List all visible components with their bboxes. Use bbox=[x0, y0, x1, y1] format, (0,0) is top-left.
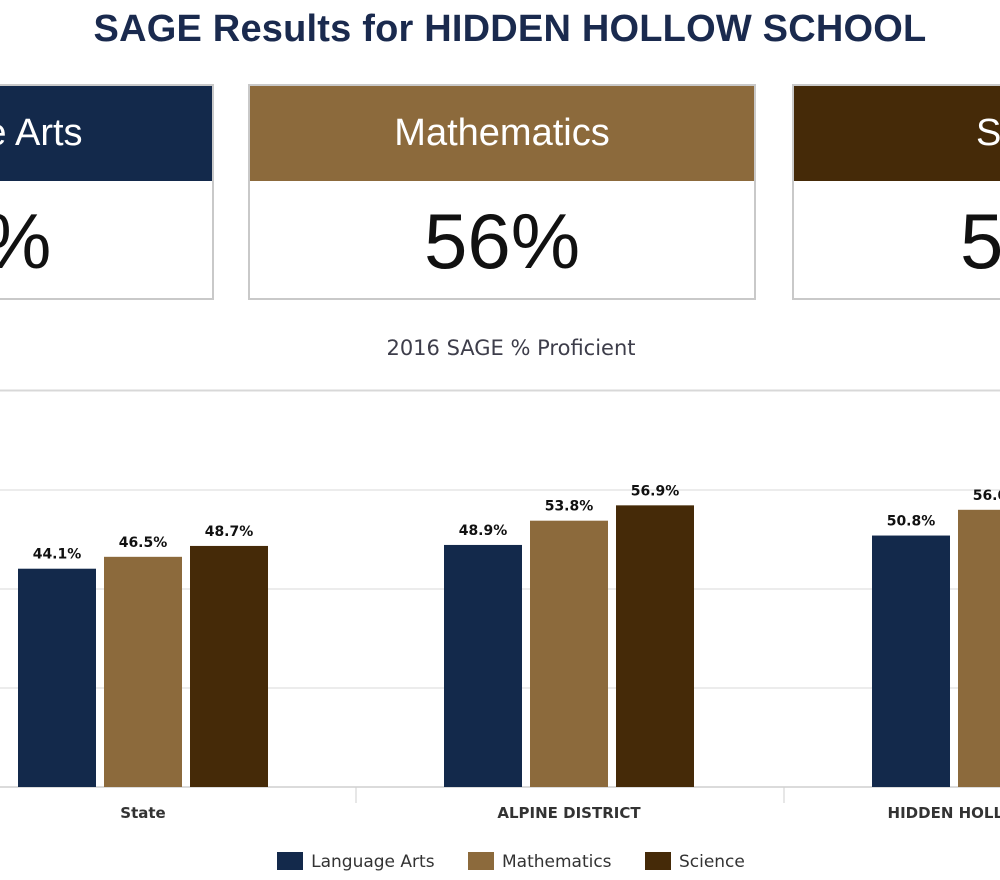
card-header-science: Science bbox=[794, 86, 1000, 181]
legend-label-mathematics: Mathematics bbox=[501, 852, 612, 872]
legend-swatch-mathematics bbox=[467, 852, 494, 870]
legend-label-language-arts: Language Arts bbox=[311, 852, 435, 872]
data-label-language-arts: 50.8% bbox=[887, 514, 936, 530]
science-percent-fragment: 5 bbox=[960, 197, 1000, 285]
bar-language-arts bbox=[444, 544, 522, 787]
data-label-mathematics: 53.8% bbox=[545, 499, 594, 515]
card-value-language-arts: % bbox=[0, 181, 212, 298]
bar-mathematics bbox=[530, 520, 608, 787]
chart-legend: Language Arts Mathematics Science bbox=[0, 852, 1000, 872]
legend-item-science[interactable]: Science bbox=[644, 852, 745, 872]
data-label-mathematics: 46.5% bbox=[119, 535, 168, 551]
legend-item-language-arts[interactable]: Language Arts bbox=[277, 852, 435, 872]
science-card: Science 5 bbox=[792, 84, 1000, 300]
page-title: SAGE Results for HIDDEN HOLLOW SCHOOL bbox=[93, 8, 927, 50]
legend-swatch-science bbox=[644, 852, 671, 870]
science-header-label: Science bbox=[976, 112, 1000, 154]
bar-language-arts bbox=[872, 535, 950, 787]
card-header-language-arts: Language Arts bbox=[0, 86, 212, 181]
chart-title: 2016 SAGE % Proficient bbox=[386, 336, 636, 360]
data-label-language-arts: 44.1% bbox=[33, 547, 82, 563]
bar-science bbox=[190, 545, 268, 787]
card-value-mathematics: 56% bbox=[423, 197, 581, 285]
data-label-science: 56.9% bbox=[631, 483, 680, 499]
legend-item-mathematics[interactable]: Mathematics bbox=[467, 852, 612, 872]
language-arts-percent-fragment: % bbox=[0, 181, 51, 301]
x-tick-label: State bbox=[120, 804, 165, 822]
legend-label-science: Science bbox=[678, 852, 745, 872]
data-label-language-arts: 48.9% bbox=[459, 523, 508, 539]
data-label-science: 48.7% bbox=[205, 524, 254, 540]
language-arts-card: Language Arts % bbox=[0, 84, 214, 300]
x-tick-label: HIDDEN HOLLOW SCHOOL bbox=[888, 804, 1000, 822]
mathematics-card: Mathematics 56% bbox=[248, 84, 756, 300]
card-value-science: 5 bbox=[794, 181, 1000, 298]
bar-science bbox=[616, 505, 694, 787]
card-header-mathematics: Mathematics bbox=[250, 86, 754, 181]
legend-swatch-language-arts bbox=[277, 852, 304, 870]
bar-mathematics bbox=[104, 556, 182, 787]
data-label-mathematics: 56.0% bbox=[973, 488, 1000, 504]
x-tick-label: ALPINE DISTRICT bbox=[497, 804, 641, 822]
bar-mathematics bbox=[958, 509, 1000, 787]
bar-language-arts bbox=[18, 568, 96, 787]
